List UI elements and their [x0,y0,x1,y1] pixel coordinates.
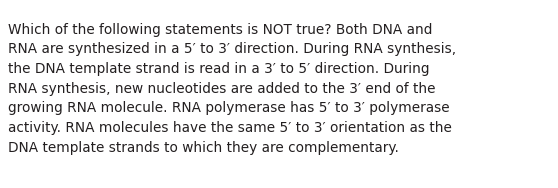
Text: Which of the following statements is NOT true? Both DNA and
RNA are synthesized : Which of the following statements is NOT… [8,23,456,155]
